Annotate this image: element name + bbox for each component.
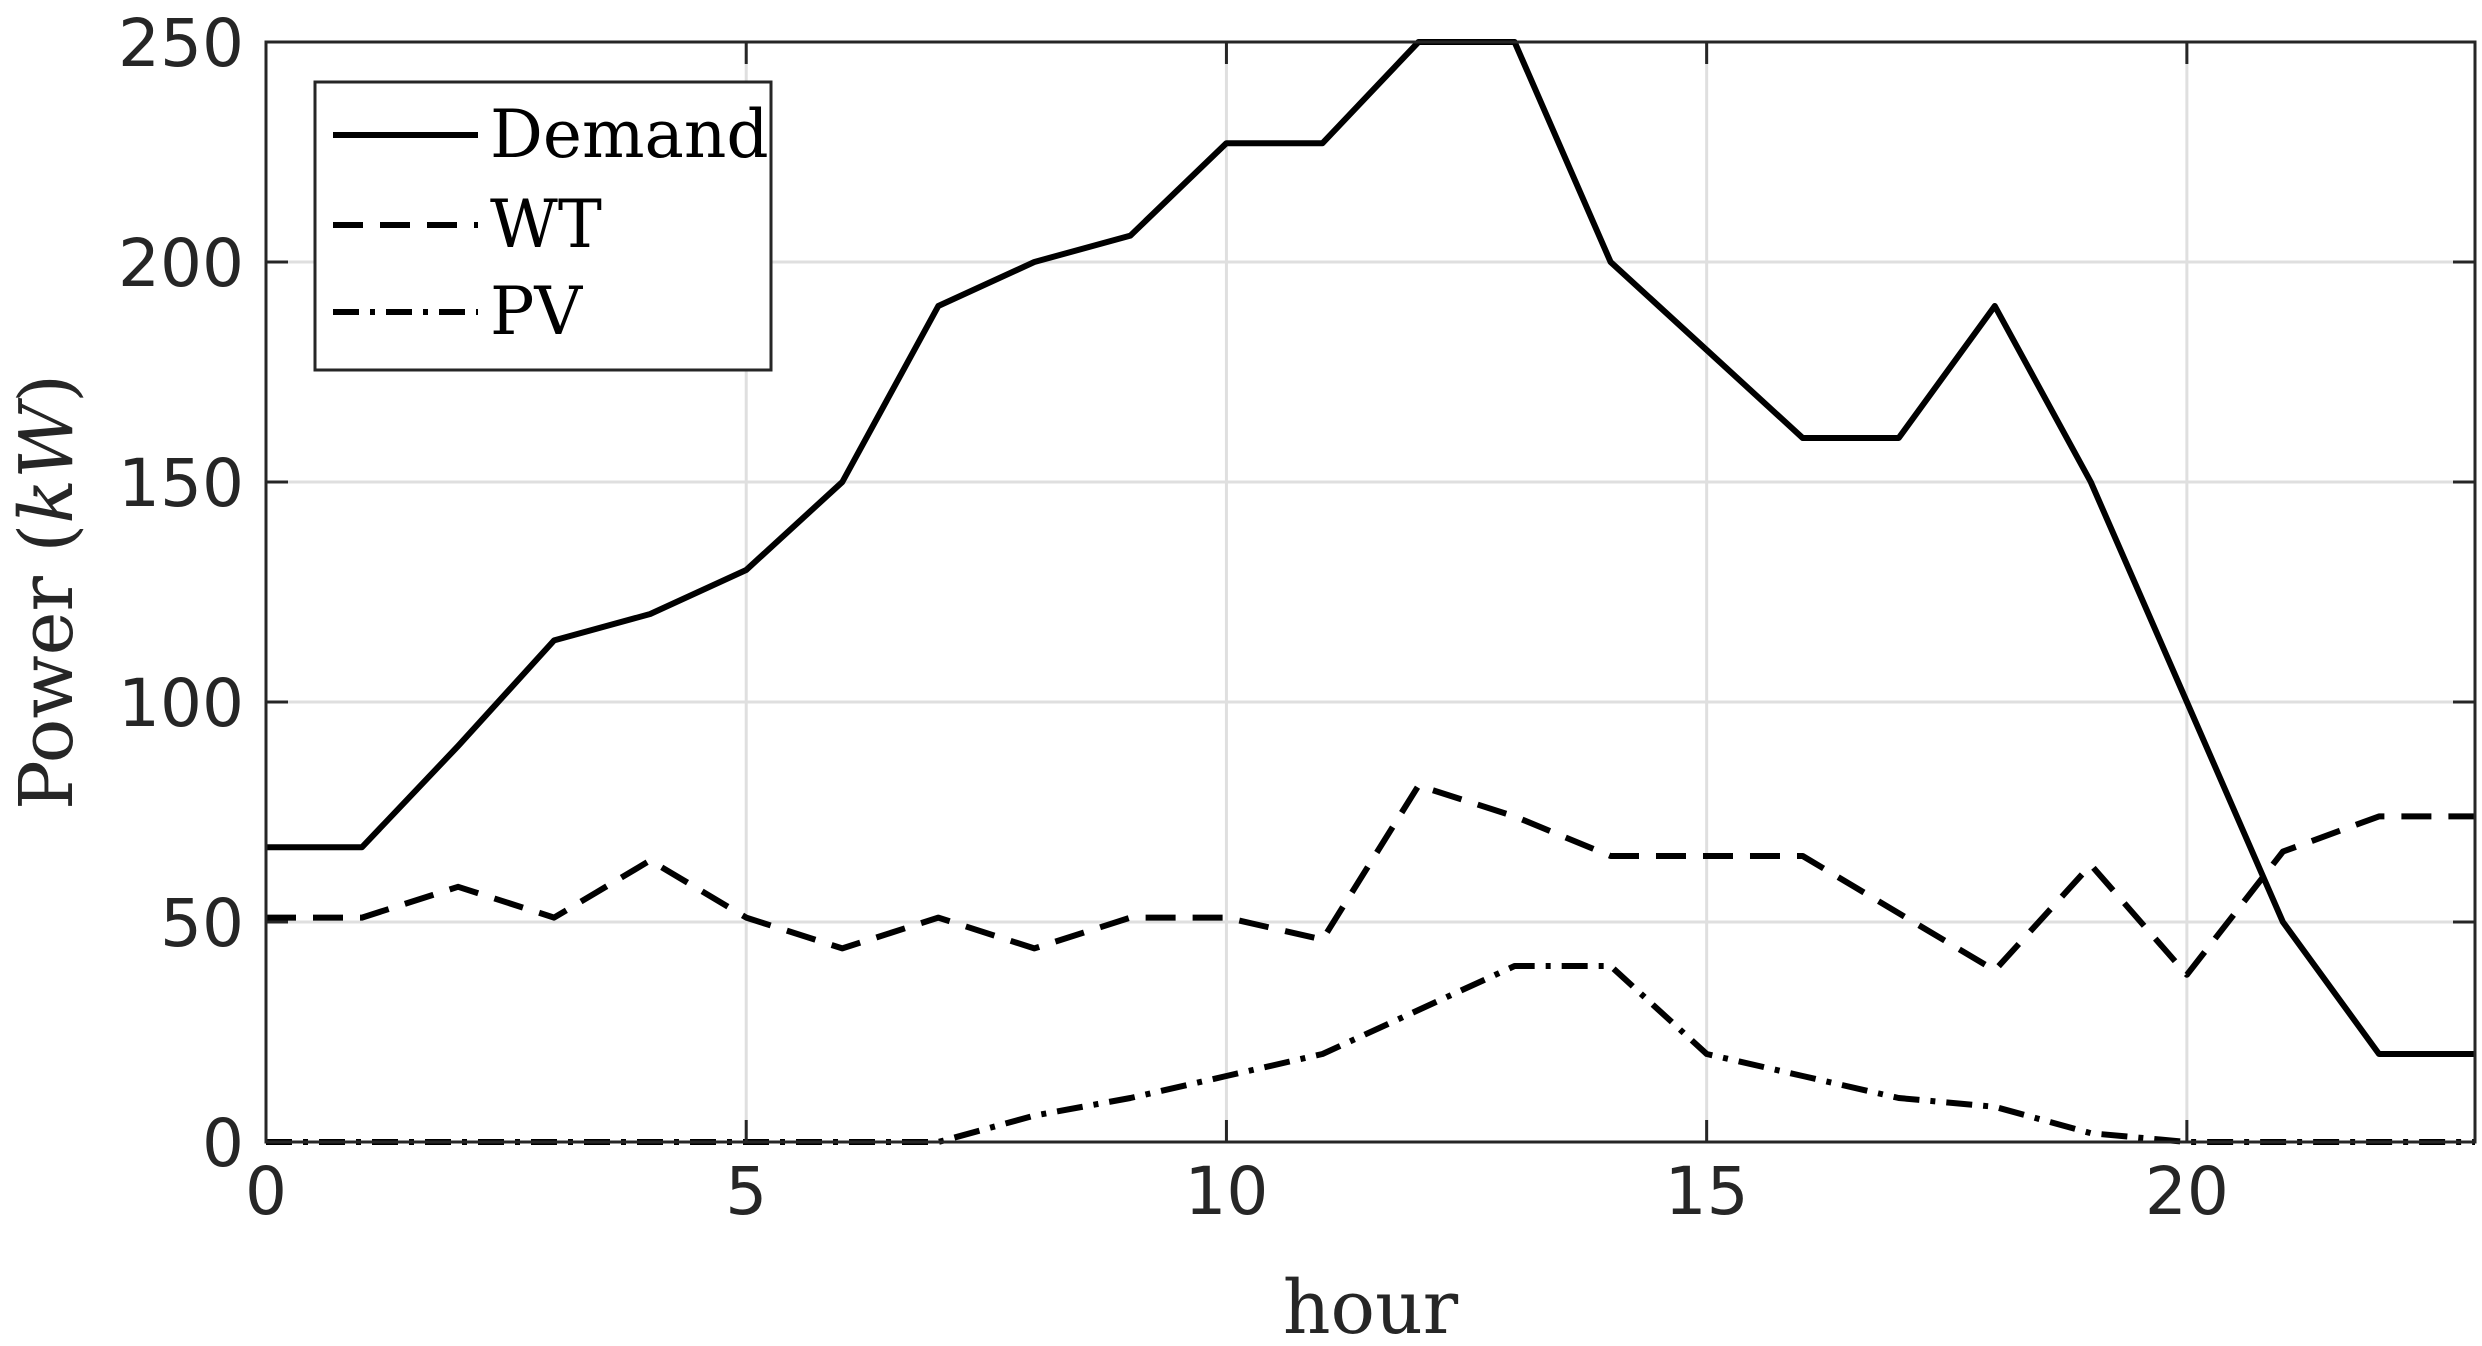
y-axis-label-prefix: Power (: [4, 524, 90, 810]
legend-label-wt: WT: [490, 186, 602, 263]
y-tick-label-250: 250: [118, 5, 244, 82]
series-line-pv: [266, 963, 2475, 1145]
x-tick-label-15: 15: [1665, 1153, 1749, 1230]
series-line-demand: [266, 39, 2475, 1057]
legend: Demand WT PV: [313, 80, 773, 372]
y-tick-label-200: 200: [118, 225, 244, 302]
x-tick-label-0: 0: [245, 1153, 287, 1230]
x-axis-label: hour: [1283, 1265, 1459, 1346]
x-tick-label-20: 20: [2145, 1153, 2229, 1230]
ticks: [264, 40, 2475, 1144]
y-tick-label-100: 100: [118, 665, 244, 742]
y-axis-label: Power (kW): [4, 374, 90, 810]
legend-label-demand: Demand: [490, 96, 769, 173]
plot-frame: [264, 40, 2477, 1144]
x-tick-label-5: 5: [725, 1153, 767, 1230]
x-tick-label-10: 10: [1184, 1153, 1268, 1230]
y-tick-label-0: 0: [202, 1105, 244, 1182]
legend-label-pv: PV: [490, 273, 583, 350]
y-axis-label-suffix: ): [4, 374, 90, 403]
y-axis-label-unit: kW: [4, 397, 90, 524]
series-line-wt: [266, 782, 2475, 978]
y-tick-label-150: 150: [118, 445, 244, 522]
y-tick-label-50: 50: [160, 885, 244, 962]
series-lines: [266, 39, 2475, 1145]
